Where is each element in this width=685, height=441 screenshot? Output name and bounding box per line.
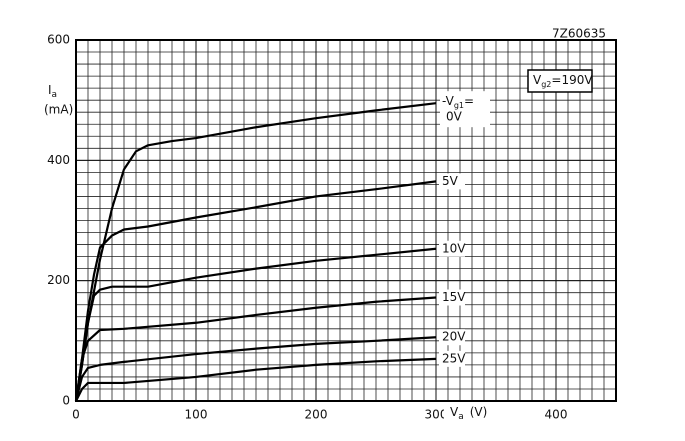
condition-label: Vg2=190V [533, 73, 593, 89]
label-backing [439, 173, 465, 190]
label-backing [439, 329, 465, 346]
y-tick-label: 400 [47, 153, 70, 167]
x-axis-label-unit: (V) [470, 405, 488, 419]
parameter-symbol: -V [442, 94, 455, 108]
y-axis-label-symbol: I [48, 83, 52, 97]
x-axis-label: Va (V) [450, 405, 487, 422]
label-backing [30, 82, 70, 118]
label-backing [439, 350, 465, 367]
condition-box [527, 69, 593, 93]
curve [74, 296, 437, 402]
x-axis-label-subscript: a [458, 412, 464, 422]
x-tick-label: 100 [185, 408, 208, 422]
y-axis-label: Ia [48, 83, 57, 100]
series-label: 10V [442, 241, 466, 255]
series-label: 25V [442, 351, 466, 365]
y-axis-label-subscript: a [52, 90, 58, 100]
condition-symbol: V [533, 73, 542, 87]
x-axis-label-symbol: V [450, 405, 459, 419]
label-backing [440, 91, 490, 128]
y-axis-unit: (mA) [44, 103, 73, 117]
label-backing [444, 402, 516, 422]
curve [75, 357, 437, 402]
x-tick-label: 200 [305, 408, 328, 422]
y-tick-label: 0 [62, 394, 70, 408]
series-label: 15V [442, 290, 466, 304]
curve [74, 247, 437, 402]
condition-subscript: g2 [541, 80, 551, 89]
label-backing [439, 289, 465, 306]
x-tick-label: 0 [72, 408, 80, 422]
x-tick-label: 400 [545, 408, 568, 422]
curve [74, 336, 437, 402]
label-backing [439, 240, 465, 257]
y-tick-label: 600 [47, 33, 70, 47]
plot-frame [75, 39, 617, 402]
condition-text: =190V [551, 73, 593, 87]
figure-code: 7Z60635 [552, 27, 606, 41]
series-label: 20V [442, 330, 466, 344]
x-tick-label: 300 [425, 408, 448, 422]
parameter-text: = [464, 94, 474, 108]
parameter-subscript: g1 [454, 101, 464, 110]
curve [74, 180, 437, 402]
series-label: 5V [442, 174, 459, 188]
parameter-label: -Vg1= [442, 94, 474, 110]
y-tick-label: 200 [47, 273, 70, 287]
series-label: 0V [446, 110, 463, 124]
